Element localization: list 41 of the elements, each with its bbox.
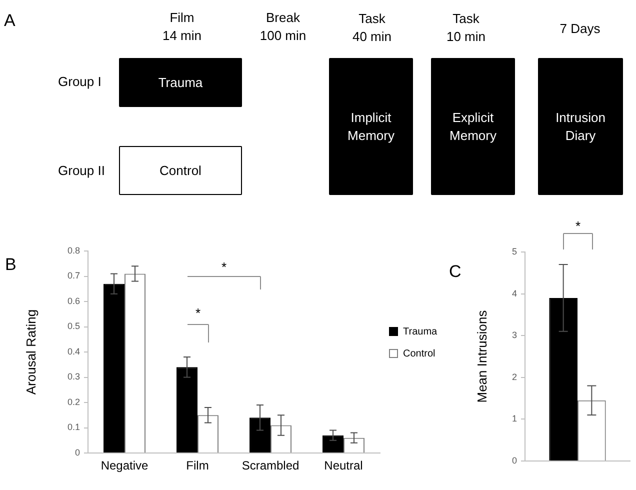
text: Explicit Memory [450, 109, 496, 145]
y-axis-title: Arousal Rating [23, 309, 38, 395]
y-tick-label: 0.1 [67, 422, 80, 432]
legend-label: Control [403, 348, 436, 360]
x-tick-label: Negative [100, 458, 148, 473]
y-tick-label: 0 [74, 447, 80, 458]
y-tick-label: 4 [512, 288, 517, 298]
chart-title: B [5, 255, 16, 274]
text: Group II [58, 162, 105, 180]
text: Task 10 min [446, 10, 486, 46]
legend-label: Trauma [403, 326, 438, 338]
text: Film 14 min [162, 9, 202, 45]
y-tick-label: 0.3 [67, 372, 80, 382]
annotation: * [221, 260, 227, 274]
x-tick-label: Film [186, 458, 209, 473]
y-tick-label: 0.7 [67, 270, 80, 281]
text: Group I [58, 73, 102, 91]
y-tick-label: 1 [512, 414, 517, 424]
y-tick-label: 0 [512, 455, 517, 466]
text: Implicit Memory [348, 109, 394, 145]
y-axis-title: Mean Intrusions [474, 310, 490, 403]
y-tick-label: 5 [512, 246, 517, 256]
x-tick-label: Neutral [324, 458, 363, 473]
text: Intrusion Diary [556, 109, 606, 145]
y-tick-label: 2 [512, 372, 517, 382]
y-tick-label: 0.5 [67, 321, 80, 332]
text: * [575, 218, 581, 234]
y-tick-label: 3 [512, 330, 517, 340]
text: Control [160, 162, 202, 180]
text: 7 Days [560, 20, 600, 38]
y-tick-label: 0.4 [67, 346, 80, 356]
x-tick-label: Scrambled [242, 458, 300, 473]
y-tick-label: 0.8 [67, 245, 80, 256]
text: Task 40 min [352, 10, 392, 46]
y-tick-label: 0.2 [67, 396, 80, 407]
annotation: * [195, 306, 201, 320]
text: Trauma [158, 74, 203, 92]
text: C [449, 262, 462, 281]
y-tick-label: 0.6 [67, 296, 80, 306]
text: A [4, 11, 16, 30]
text: Break 100 min [260, 9, 306, 45]
